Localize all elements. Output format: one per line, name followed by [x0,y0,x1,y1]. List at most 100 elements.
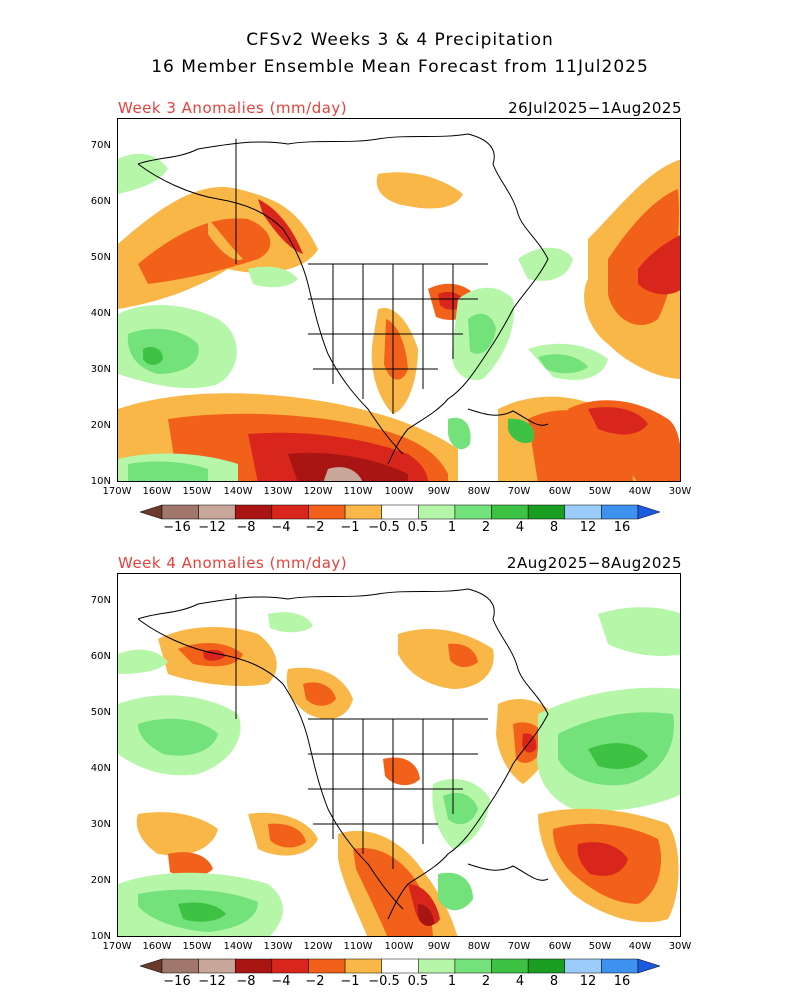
lon-label: 60W [548,941,572,952]
colorbar-swatch [234,958,273,974]
colorbar-label: 0.5 [407,974,429,989]
colorbar-label: −12 [198,974,226,989]
lon-label: 130W [263,486,293,497]
lat-label: 20N [90,875,111,886]
colorbar-swatch [198,504,236,520]
colorbar-label: 12 [579,520,597,535]
map-week3 [117,118,681,482]
lon-label: 110W [343,941,373,952]
colorbar-swatch [308,504,346,520]
colorbar-label: 0.5 [407,520,429,535]
colorbar-label: 8 [549,520,559,535]
map-week3-svg [118,133,680,481]
colorbar-week4 [139,958,661,978]
colorbar-swatch [527,504,566,520]
colorbar-label: −0.5 [368,520,400,535]
lon-label: 80W [467,941,491,952]
colorbar-arrow-left [139,958,163,974]
lat-label: 40N [90,763,111,774]
panel-week3-label: Week 3 Anomalies (mm/day) [118,99,348,117]
lon-label: 50W [588,941,612,952]
colorbar-swatch [344,504,382,520]
colorbar-swatch [344,958,382,974]
colorbar-swatch [308,958,346,974]
colorbar-label: −16 [163,520,191,535]
colorbar-label: 16 [613,974,631,989]
map-week4-svg [118,588,680,936]
lon-label: 70W [507,486,531,497]
title-line-1: CFSv2 Weeks 3 & 4 Precipitation [246,30,554,50]
colorbar-swatch [418,504,456,520]
lon-label: 120W [303,486,333,497]
colorbar-swatch [601,958,639,974]
week3-outlines [137,133,549,465]
colorbar-swatch [527,958,566,974]
lat-label: 40N [90,308,111,319]
colorbar-swatch [271,504,309,520]
colorbar-label: −2 [305,520,325,535]
colorbar-arrow-right [637,504,661,520]
lon-label: 160W [142,486,172,497]
lat-label: 20N [90,420,111,431]
colorbar-swatch [161,504,199,520]
lat-label: 30N [90,819,111,830]
lat-label: 30N [90,364,111,375]
map-week4 [117,573,681,937]
colorbar-swatch [381,504,419,520]
colorbar-label: −1 [340,520,360,535]
colorbar-swatch [198,958,236,974]
colorbar-label: −0.5 [368,974,400,989]
colorbar-label: −8 [236,520,256,535]
lon-label: 30W [668,941,692,952]
lon-label: 170W [102,941,132,952]
colorbar-swatch [491,504,529,520]
colorbar-label: −4 [271,520,291,535]
panel-week4-label: Week 4 Anomalies (mm/day) [118,554,348,572]
colorbar-swatch [234,504,273,520]
lon-label: 130W [263,941,293,952]
lon-label: 100W [384,941,414,952]
colorbar-label: 4 [515,520,525,535]
colorbar-swatch [601,504,639,520]
lon-label: 40W [628,486,652,497]
colorbar-label: 2 [481,520,491,535]
colorbar-week3 [139,504,661,524]
colorbar-arrow-right [637,958,661,974]
lat-label: 10N [90,476,111,487]
colorbar-label: −1 [340,974,360,989]
colorbar-week4-svg [139,958,661,974]
lon-label: 150W [182,486,212,497]
week3-anomaly-fields [118,153,680,481]
lon-label: 30W [668,486,692,497]
week4-outlines [137,588,549,920]
colorbar-label: 16 [613,520,631,535]
lon-label: 120W [303,941,333,952]
title-line-2: 16 Member Ensemble Mean Forecast from 11… [151,57,649,77]
colorbar-label: −4 [271,974,291,989]
panel-week4-dates: 2Aug2025−8Aug2025 [506,554,682,572]
colorbar-label: −12 [198,520,226,535]
colorbar-label: −2 [305,974,325,989]
colorbar-swatch [564,958,602,974]
lon-label: 90W [427,941,451,952]
lat-label: 50N [90,252,111,263]
lon-label: 50W [588,486,612,497]
colorbar-label: 12 [579,974,597,989]
week4-anomaly-fields [118,607,680,936]
colorbar-label: 8 [549,974,559,989]
lat-label: 60N [90,196,111,207]
lat-label: 60N [90,651,111,662]
colorbar-swatch [491,958,529,974]
lat-label: 10N [90,931,111,942]
colorbar-label: 1 [447,520,457,535]
lon-label: 80W [467,486,491,497]
colorbar-swatch [161,958,199,974]
colorbar-week3-svg [139,504,661,520]
lon-label: 140W [223,486,253,497]
lon-label: 90W [427,486,451,497]
lon-label: 60W [548,486,572,497]
colorbar-swatch [381,958,419,974]
colorbar-swatch [454,504,492,520]
colorbar-label: 4 [515,974,525,989]
panel-week3-dates: 26Jul2025−1Aug2025 [508,99,682,117]
